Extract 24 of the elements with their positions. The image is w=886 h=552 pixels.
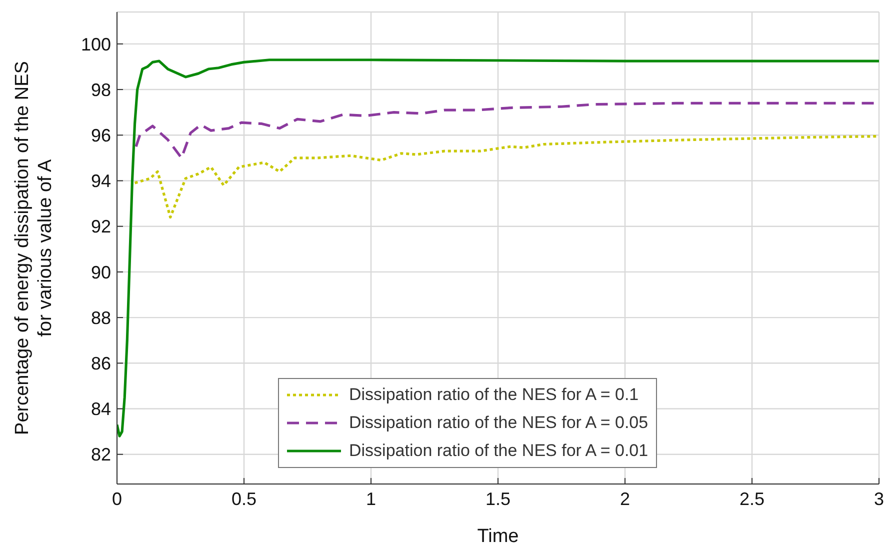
legend-label: Dissipation ratio of the NES for A = 0.01: [349, 441, 648, 461]
x-tick-label: 2: [620, 488, 630, 509]
x-tick-label: 2.5: [739, 488, 765, 509]
line-series: [133, 134, 879, 219]
x-tick-label: 1.5: [485, 488, 511, 509]
legend-label: Dissipation ratio of the NES for A = 0.05: [349, 413, 648, 433]
x-tick-label: 0.5: [231, 488, 257, 509]
y-tick-label: 92: [90, 216, 111, 237]
y-axis-title: Percentage of energy dissipation of the NES for various value of A: [11, 61, 57, 435]
y-tick-label: 94: [90, 171, 111, 192]
y-tick-label: 96: [90, 126, 111, 146]
y-tick-label: 84: [90, 399, 111, 420]
x-tick-label: 3: [874, 488, 884, 509]
y-tick-label: 88: [90, 308, 111, 328]
legend-label: Dissipation ratio of the NES for A = 0.1: [349, 385, 639, 405]
y-tick-label: 90: [90, 262, 111, 282]
y-tick-label: 100: [80, 34, 111, 54]
x-tick-label: 0: [112, 488, 122, 509]
line-series: [117, 58, 879, 438]
x-tick-label: 1: [366, 488, 376, 509]
y-tick-label: 98: [90, 80, 111, 100]
x-axis-title: Time: [477, 526, 519, 547]
y-tick-label: 86: [90, 354, 111, 374]
y-tick-label: 82: [90, 444, 111, 465]
